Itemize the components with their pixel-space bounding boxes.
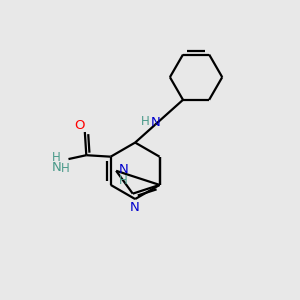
Text: N: N <box>52 160 61 174</box>
Text: H: H <box>61 162 70 176</box>
Text: H: H <box>140 115 149 128</box>
Text: H: H <box>119 174 128 187</box>
Text: N: N <box>119 163 128 176</box>
Text: H: H <box>52 151 61 164</box>
Text: O: O <box>74 119 85 132</box>
Text: N: N <box>130 201 140 214</box>
Text: N: N <box>151 116 161 129</box>
